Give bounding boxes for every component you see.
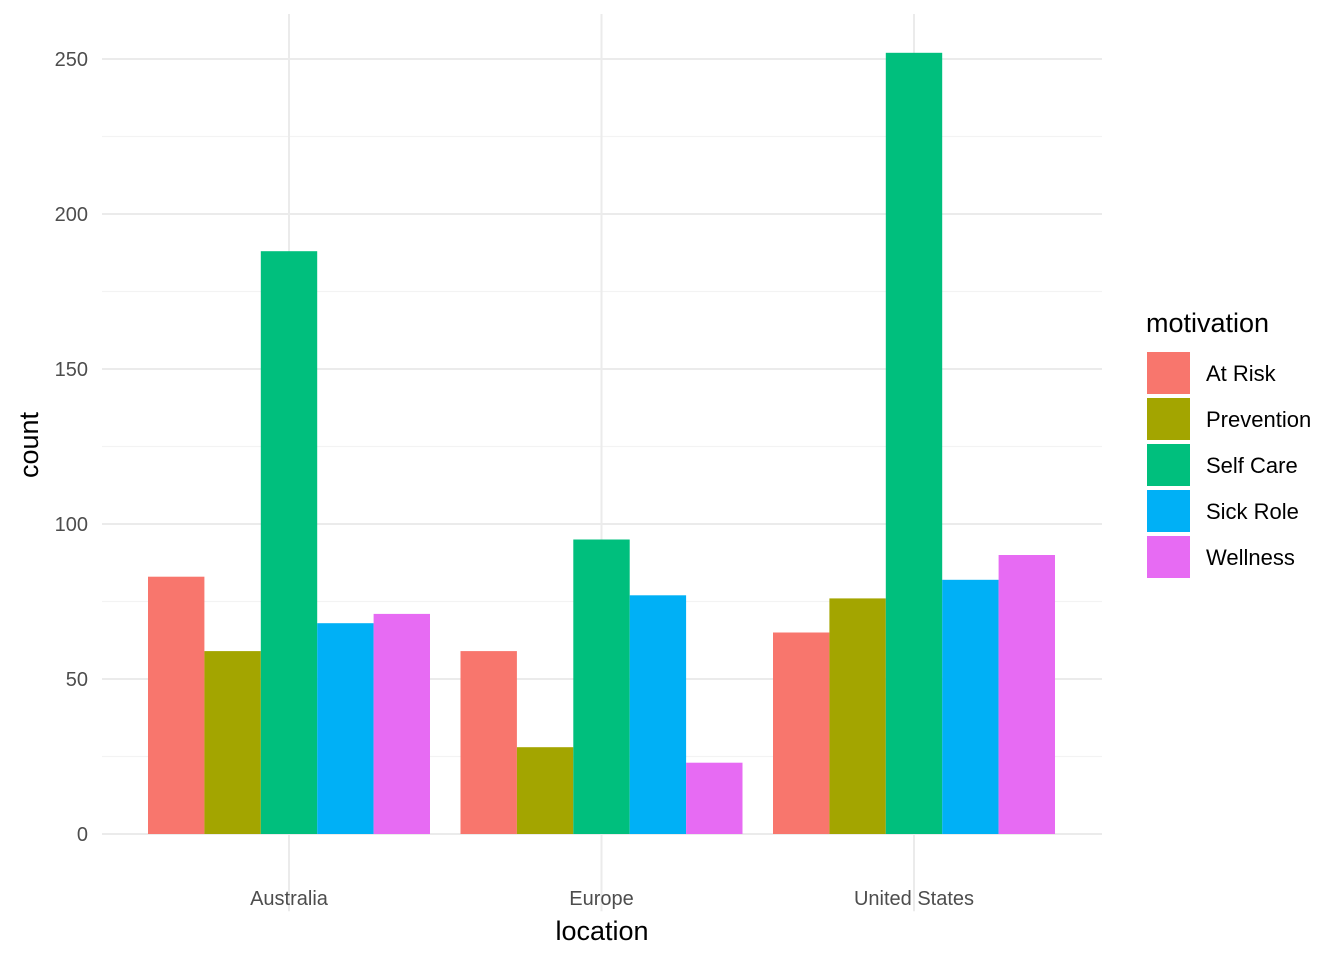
x-axis-title: location (555, 916, 648, 946)
bar-sick-role-united-states (942, 579, 999, 834)
bar-wellness-europe (686, 762, 743, 834)
bars (148, 52, 1055, 835)
legend-label: Self Care (1206, 453, 1298, 478)
legend-label: At Risk (1206, 361, 1277, 386)
legend-swatch (1147, 490, 1190, 532)
legend-label: Sick Role (1206, 499, 1299, 524)
legend-swatch (1147, 398, 1190, 440)
legend-label: Wellness (1206, 545, 1295, 570)
legend-swatch (1147, 536, 1190, 578)
bar-at-risk-australia (148, 576, 205, 834)
bar-wellness-united-states (998, 555, 1055, 834)
legend: motivation At Risk Prevention Self Care Sic… (1146, 308, 1311, 578)
bar-sick-role-australia (317, 623, 374, 834)
y-tick-label: 200 (55, 204, 88, 226)
bar-prevention-europe (516, 747, 574, 834)
y-tick-label: 250 (55, 49, 88, 71)
bar-prevention-australia (204, 651, 261, 834)
x-tick-label: United States (854, 888, 974, 910)
bar-prevention-united-states (829, 598, 886, 834)
x-tick-labels: Australia Europe United States (250, 888, 974, 910)
y-tick-label: 150 (55, 359, 88, 381)
y-axis-title: count (14, 411, 44, 478)
x-tick-label: Australia (250, 888, 329, 910)
bar-wellness-australia (373, 613, 430, 834)
bar-at-risk-united-states (773, 632, 830, 834)
bar-self-care-united-states (885, 52, 943, 835)
y-tick-label: 100 (55, 514, 88, 536)
x-tick-label: Europe (569, 888, 634, 910)
legend-label: Prevention (1206, 407, 1311, 432)
bar-self-care-australia (260, 251, 318, 834)
legend-swatch (1147, 444, 1190, 486)
bar-self-care-europe (573, 539, 630, 834)
y-tick-labels: 0 50 100 150 200 250 (55, 49, 88, 846)
legend-swatch (1147, 352, 1190, 394)
legend-items: At Risk Prevention Self Care Sick Role Welln… (1147, 352, 1311, 578)
y-tick-label: 0 (77, 824, 88, 846)
y-tick-label: 50 (66, 669, 88, 691)
legend-title: motivation (1146, 308, 1269, 338)
bar-sick-role-europe (629, 595, 687, 834)
bar-at-risk-europe (460, 651, 517, 834)
